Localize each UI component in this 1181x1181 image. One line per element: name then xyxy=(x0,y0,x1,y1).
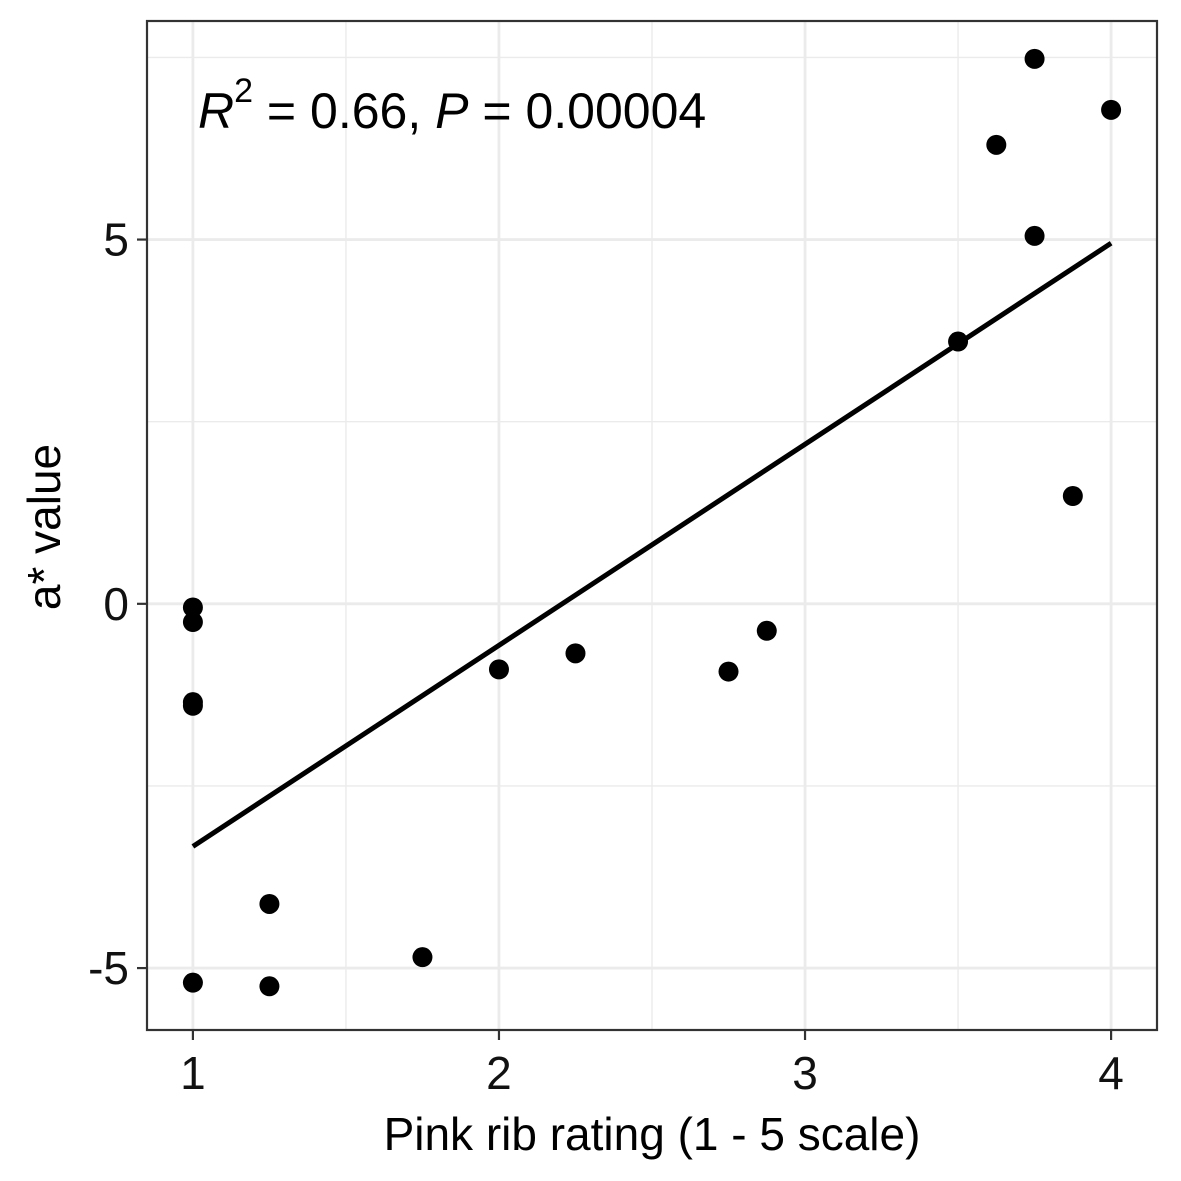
data-point xyxy=(1101,99,1122,120)
p-value: = 0.00004 xyxy=(468,83,706,139)
data-point xyxy=(182,695,203,716)
x-tick-label: 1 xyxy=(180,1047,206,1099)
data-point xyxy=(259,893,280,914)
p-symbol: P xyxy=(435,83,469,139)
r-exponent: 2 xyxy=(234,72,253,110)
data-point xyxy=(948,331,969,352)
r-symbol: R xyxy=(198,83,234,139)
data-point xyxy=(412,947,433,968)
data-point xyxy=(182,972,203,993)
y-tick-label: 5 xyxy=(103,214,129,266)
data-point xyxy=(565,643,586,664)
panel-border xyxy=(145,19,1159,1032)
y-axis-title: a* value xyxy=(18,444,70,610)
tick-labels: 1 2 3 4 -5 0 5 xyxy=(88,214,1124,1099)
data-points xyxy=(182,48,1122,997)
stats-annotation: R2 = 0.66, P = 0.00004 xyxy=(198,72,706,139)
data-point xyxy=(986,134,1007,155)
x-tick-label: 3 xyxy=(792,1047,818,1099)
data-point xyxy=(1062,485,1083,506)
x-tick-label: 2 xyxy=(486,1047,512,1099)
y-tick-label: 0 xyxy=(103,578,129,630)
axis-ticks xyxy=(137,238,1113,1040)
r-value: = 0.66, xyxy=(253,83,435,139)
data-point xyxy=(182,597,203,618)
y-tick-label: -5 xyxy=(88,942,129,994)
data-point xyxy=(488,659,509,680)
data-point xyxy=(1024,48,1045,69)
data-point xyxy=(182,612,203,633)
grid-lines xyxy=(147,21,1157,1030)
x-axis-title: Pink rib rating (1 - 5 scale) xyxy=(384,1108,921,1160)
data-point xyxy=(756,620,777,641)
x-tick-label: 4 xyxy=(1098,1047,1124,1099)
data-point xyxy=(259,976,280,997)
data-point xyxy=(1024,225,1045,246)
data-point xyxy=(718,661,739,682)
